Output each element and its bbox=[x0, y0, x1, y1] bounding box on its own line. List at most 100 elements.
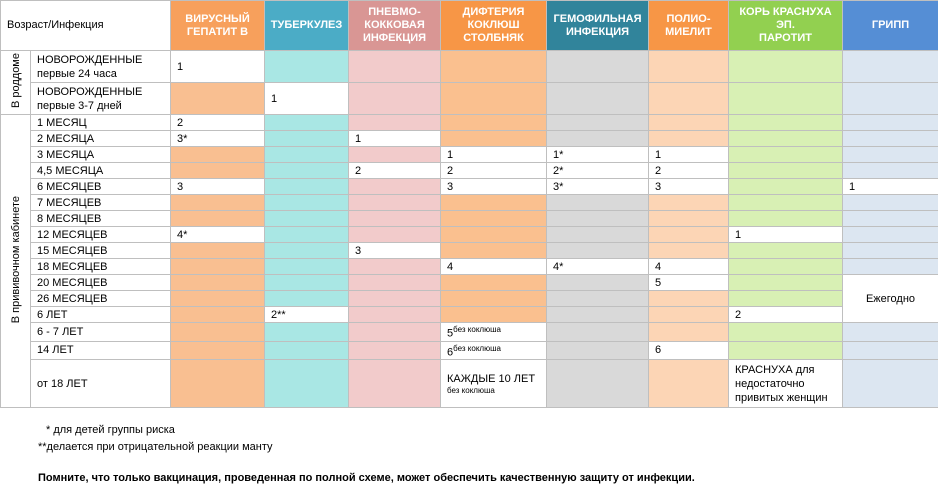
age-cell: 20 МЕСЯЦЕВ bbox=[29, 274, 172, 291]
vaccine-cell bbox=[348, 340, 442, 361]
vaccine-cell: 4* bbox=[170, 226, 266, 243]
schedule-row: 2 МЕСЯЦА 3* 1 bbox=[1, 130, 938, 147]
vaccine-cell bbox=[170, 82, 266, 115]
vaccine-cell bbox=[264, 242, 350, 259]
age-cell: 15 МЕСЯЦЕВ bbox=[29, 242, 172, 259]
schedule-row: 12 МЕСЯЦЕВ 4* 1 bbox=[1, 226, 938, 243]
vaccine-cell bbox=[348, 178, 442, 195]
schedule-row: от 18 ЛЕТ КАЖДЫЕ 10 ЛЕТ без коклюша КРАСНУХ… bbox=[1, 359, 938, 409]
vaccine-cell bbox=[546, 359, 650, 409]
schedule-row: 18 МЕСЯЦЕВ 4 4* 4 bbox=[1, 258, 938, 275]
vaccine-cell: 1 bbox=[842, 178, 938, 195]
vaccine-cell bbox=[546, 82, 650, 115]
vaccine-cell: КАЖДЫЕ 10 ЛЕТ без коклюша bbox=[440, 359, 548, 409]
age-cell: 12 МЕСЯЦЕВ bbox=[29, 226, 172, 243]
vaccine-cell bbox=[728, 194, 844, 211]
vaccine-cell: 3 bbox=[648, 178, 730, 195]
column-header: КОРЬ КРАСНУХА ЭП. ПАРОТИТ bbox=[728, 0, 844, 51]
age-cell: НОВОРОЖДЕННЫЕ первые 3-7 дней bbox=[29, 82, 172, 115]
vaccine-cell: КРАСНУХА для недостаточно привитых женщи… bbox=[728, 359, 844, 409]
vaccine-cell bbox=[440, 194, 548, 211]
vaccine-cell bbox=[546, 226, 650, 243]
vaccine-cell: 2** bbox=[264, 306, 350, 323]
vaccine-cell: 3* bbox=[170, 130, 266, 147]
cell-text: КАЖДЫЕ 10 ЛЕТ bbox=[447, 372, 536, 385]
vaccine-cell bbox=[440, 114, 548, 131]
schedule-row: 4,5 МЕСЯЦА 2 2 2* 2 bbox=[1, 162, 938, 179]
vaccine-cell: 4* bbox=[546, 258, 650, 275]
vaccine-cell: 6без коклюша bbox=[440, 340, 548, 361]
vaccine-cell bbox=[264, 50, 350, 83]
vaccine-cell bbox=[728, 242, 844, 259]
vaccine-cell bbox=[648, 290, 730, 307]
vaccine-cell bbox=[264, 359, 350, 409]
age-cell: 6 - 7 ЛЕТ bbox=[29, 322, 172, 342]
vaccine-cell bbox=[170, 290, 266, 307]
vaccine-cell bbox=[648, 210, 730, 227]
vaccine-cell bbox=[546, 50, 650, 83]
column-header: ГРИПП bbox=[842, 0, 938, 51]
schedule-row: 6 МЕСЯЦЕВ 3 3 3* 3 1 bbox=[1, 178, 938, 195]
vaccine-cell bbox=[348, 50, 442, 83]
vaccine-cell: 1* bbox=[546, 146, 650, 163]
age-cell: 1 МЕСЯЦ bbox=[29, 114, 172, 131]
vaccine-cell bbox=[842, 194, 938, 211]
cell-text: 6 bbox=[447, 346, 454, 359]
vaccine-cell bbox=[264, 258, 350, 275]
vaccine-cell bbox=[264, 114, 350, 131]
vaccine-cell: 2 bbox=[648, 162, 730, 179]
vaccine-cell bbox=[440, 274, 548, 291]
schedule-row: 6 ЛЕТ 2** 2 bbox=[1, 306, 938, 323]
vaccine-cell bbox=[264, 210, 350, 227]
vaccine-cell bbox=[648, 194, 730, 211]
vaccine-cell bbox=[264, 340, 350, 361]
cell-note: без коклюша bbox=[453, 343, 501, 353]
vaccine-cell bbox=[728, 146, 844, 163]
schedule-row: 3 МЕСЯЦА 1 1* 1 bbox=[1, 146, 938, 163]
reminder: Помните, что только вакцинация, проведен… bbox=[38, 472, 695, 484]
schedule-row: 14 ЛЕТ 6без коклюша 6 bbox=[1, 340, 938, 361]
vaccine-cell bbox=[264, 162, 350, 179]
vaccine-cell bbox=[348, 290, 442, 307]
column-header: ДИФТЕРИЯ КОКЛЮШ СТОЛБНЯК bbox=[440, 0, 548, 51]
vaccine-cell bbox=[264, 322, 350, 342]
vaccine-cell bbox=[546, 306, 650, 323]
vaccine-cell: 1 bbox=[170, 50, 266, 83]
vaccine-cell bbox=[348, 258, 442, 275]
column-header: ТУБЕРКУЛЕЗ bbox=[264, 0, 350, 51]
vaccine-cell bbox=[348, 146, 442, 163]
age-cell: 26 МЕСЯЦЕВ bbox=[29, 290, 172, 307]
vaccine-cell: 1 bbox=[648, 146, 730, 163]
vaccine-cell bbox=[440, 130, 548, 147]
vaccine-cell bbox=[170, 194, 266, 211]
vaccine-cell: 5 bbox=[648, 274, 730, 291]
vaccine-cell bbox=[170, 258, 266, 275]
schedule-table: Возраст/Инфекция ВИРУСНЫЙ ГЕПАТИТ В ТУБЕРК… bbox=[0, 0, 938, 409]
vaccine-cell bbox=[264, 290, 350, 307]
vaccine-cell: 3 bbox=[348, 242, 442, 259]
vaccine-cell bbox=[728, 210, 844, 227]
vaccine-cell bbox=[728, 178, 844, 195]
vaccine-cell bbox=[648, 130, 730, 147]
vaccine-cell bbox=[440, 242, 548, 259]
age-cell: 7 МЕСЯЦЕВ bbox=[29, 194, 172, 211]
column-header: ПОЛИО- МИЕЛИТ bbox=[648, 0, 730, 51]
header-row: Возраст/Инфекция ВИРУСНЫЙ ГЕПАТИТ В ТУБЕРК… bbox=[0, 0, 938, 51]
vaccine-cell bbox=[648, 359, 730, 409]
vaccine-cell: 2 bbox=[728, 306, 844, 323]
vaccine-cell bbox=[842, 146, 938, 163]
vaccine-cell bbox=[728, 114, 844, 131]
vaccine-cell bbox=[546, 290, 650, 307]
group-label: В прививочном кабинете bbox=[9, 195, 22, 323]
vaccine-cell bbox=[842, 322, 938, 342]
vaccine-cell: 6 bbox=[648, 340, 730, 361]
vaccine-cell bbox=[440, 50, 548, 83]
schedule-row: 20 МЕСЯЦЕВ 5 Ежегодно bbox=[1, 274, 938, 323]
vaccine-cell bbox=[348, 210, 442, 227]
vaccine-cell bbox=[170, 162, 266, 179]
corner-cell: Возраст/Инфекция bbox=[0, 0, 172, 51]
schedule-row: 26 МЕСЯЦЕВ bbox=[1, 290, 938, 307]
vaccine-cell bbox=[728, 82, 844, 115]
vaccine-cell bbox=[842, 210, 938, 227]
vaccine-cell bbox=[648, 242, 730, 259]
